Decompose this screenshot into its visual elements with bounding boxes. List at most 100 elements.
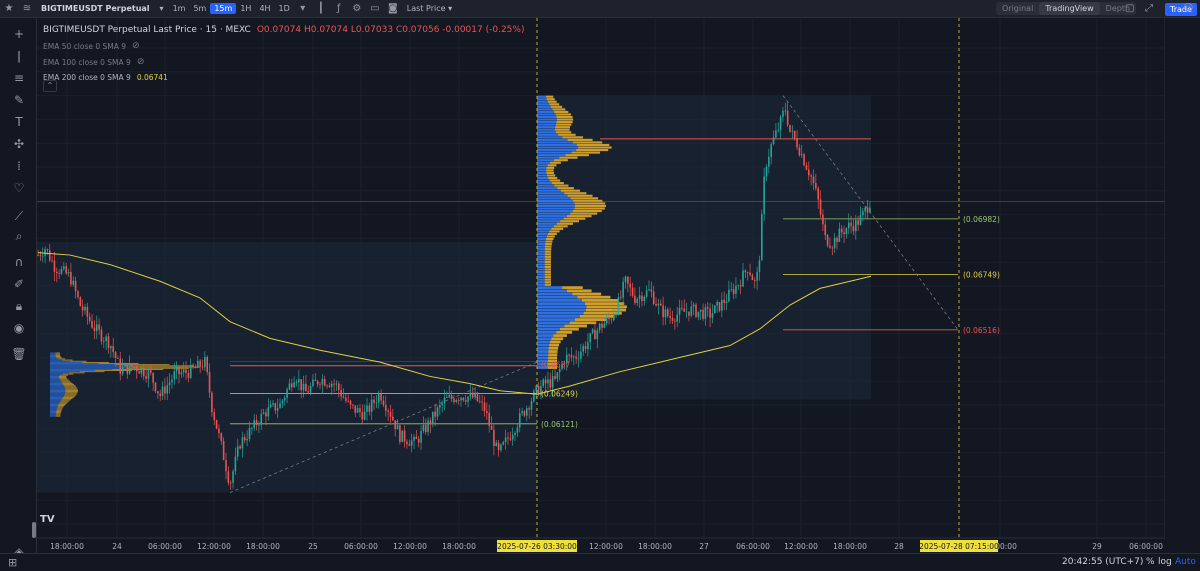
view-tradingview[interactable]: TradingView [1039, 2, 1100, 15]
trash-icon[interactable]: 🗑︎ [11, 347, 27, 361]
tf-4h[interactable]: 4H [259, 4, 271, 13]
eye-icon[interactable]: ◉ [13, 321, 25, 335]
clock: 20:42:55 (UTC+7) [1062, 557, 1144, 567]
legend-ema50[interactable]: EMA 50 close 0 SMA 9 ⊘ [43, 41, 524, 51]
vp-right-sell [559, 156, 578, 159]
trend-line-icon[interactable]: ǀ [17, 49, 21, 63]
candle-down [314, 379, 317, 381]
trade-button[interactable]: Trade [1165, 3, 1197, 16]
candle-down [145, 376, 147, 379]
auto-toggle[interactable]: Auto [1175, 557, 1196, 567]
tf-1d[interactable]: 1D [278, 4, 290, 13]
star-icon[interactable]: ★ [4, 3, 14, 14]
object-tree-icon[interactable]: ◈ [14, 545, 24, 559]
vp-left-buy [50, 400, 61, 402]
pattern-icon[interactable]: ✣ [13, 137, 25, 151]
time-tick: 28 [894, 542, 904, 551]
percent-toggle[interactable]: % [1146, 557, 1155, 567]
candle-down [244, 437, 246, 441]
indicators-icon[interactable]: ƒ [337, 3, 341, 14]
vp-left-sell [57, 407, 63, 409]
vp-right-buy [537, 113, 556, 116]
tf-5m[interactable]: 5m [193, 4, 207, 13]
brush-icon[interactable]: ✎ [13, 93, 25, 107]
vp-right-sell [555, 123, 572, 126]
tf-1h[interactable]: 1H [240, 4, 252, 13]
vp-right-buy [537, 237, 547, 241]
ruler-icon[interactable]: ⟋ [14, 209, 24, 223]
candle-down [453, 398, 455, 402]
vp-right-sell [546, 166, 555, 169]
vp-left-sell [64, 386, 77, 388]
scroll-handle[interactable] [32, 522, 36, 538]
camera-icon[interactable]: ◙ [387, 3, 398, 14]
tf-15m[interactable]: 15m [210, 3, 237, 14]
candle-down [114, 352, 117, 359]
vp-right-sell [544, 273, 552, 276]
legend-ema200[interactable]: EMA 200 close 0 SMA 9 0.06741 [43, 73, 524, 82]
candle-down [37, 255, 39, 256]
vp-right-low-sell [569, 321, 597, 325]
hidden-eye-icon[interactable]: ⊘ [132, 41, 140, 51]
crosshair-icon[interactable]: + [13, 27, 25, 41]
text-icon[interactable]: T [15, 115, 23, 129]
lock-icon[interactable]: 🔒︎ [15, 299, 23, 313]
top-toolbar: ★ ≋ BIGTIMEUSDT Perpetual ▾ 1m 5m 15m 1H… [0, 0, 1200, 18]
candle-down [490, 425, 493, 430]
window-icon[interactable]: ▢ [1125, 3, 1135, 14]
price-type-select[interactable]: Last Price ▾ [406, 4, 453, 13]
vp-right-sell [545, 240, 553, 243]
symbol-dropdown-icon[interactable]: ▾ [159, 4, 164, 13]
fib-icon[interactable]: ≡ [13, 71, 25, 85]
vp-right-low-sell [553, 334, 567, 337]
candle-up [624, 276, 627, 282]
layout-icon[interactable]: ▭ [370, 3, 380, 14]
layout-grid-icon[interactable]: ⊞ [8, 556, 18, 569]
candle-down [808, 169, 810, 176]
prediction-icon[interactable]: ⁞ [17, 159, 21, 173]
vp-right-sell [554, 110, 569, 113]
candle-down [152, 372, 154, 383]
log-toggle[interactable]: log [1158, 557, 1172, 567]
vp-right-sell [544, 253, 552, 256]
vp-right-sell [572, 199, 603, 202]
candle-up [500, 444, 502, 451]
candle-up [770, 144, 772, 158]
vp-left-sell [70, 360, 87, 362]
zoom-icon[interactable]: ⌕ [15, 229, 23, 243]
vp-right-buy [537, 128, 555, 131]
legend-ema100[interactable]: EMA 100 close 0 SMA 9 ⊘ [43, 57, 524, 67]
heart-icon[interactable]: ♡ [13, 181, 25, 195]
price-chart[interactable]: (0.06121) (0.06249) (0.0637 (0.06982) (0.067… [37, 18, 1165, 553]
candle-up [855, 220, 857, 232]
user-icon[interactable]: ☺ [1183, 3, 1194, 14]
vp-right-buy [537, 118, 557, 121]
candle-type-icon[interactable]: ┃ [317, 3, 324, 14]
candle-down [220, 433, 223, 442]
vp-left-sell [95, 370, 133, 371]
settings-icon[interactable]: ⚙ [352, 3, 362, 14]
vp-right-low-sell [564, 324, 588, 328]
magnet-icon[interactable]: ∩ [14, 255, 24, 269]
lock-drawing-icon[interactable]: ✐ [13, 277, 25, 291]
candle-down [570, 354, 573, 358]
vp-right-buy [537, 243, 546, 246]
candle-up [410, 440, 413, 446]
time-tick: 06:00:00 [1129, 542, 1163, 551]
view-original[interactable]: Original [1002, 4, 1034, 13]
candle-up [128, 363, 131, 374]
collapse-legend-icon[interactable]: ⌃ [43, 80, 57, 92]
tf-1m[interactable]: 1m [172, 4, 186, 13]
vp-right-buy [537, 161, 551, 164]
view-depth[interactable]: Depth [1105, 4, 1131, 13]
candle-up [448, 395, 451, 398]
candle-up [121, 366, 124, 374]
candle-up [293, 382, 295, 388]
hidden-eye-icon[interactable]: ⊘ [136, 57, 145, 67]
symbol-name[interactable]: BIGTIMEUSDT Perpetual [41, 4, 150, 13]
candle-up [742, 270, 744, 287]
expand-icon[interactable]: ⤢ [1145, 3, 1153, 14]
candle-down [319, 384, 321, 386]
chevron-down-icon[interactable]: ▾ [300, 3, 306, 14]
candle-up [692, 304, 695, 307]
